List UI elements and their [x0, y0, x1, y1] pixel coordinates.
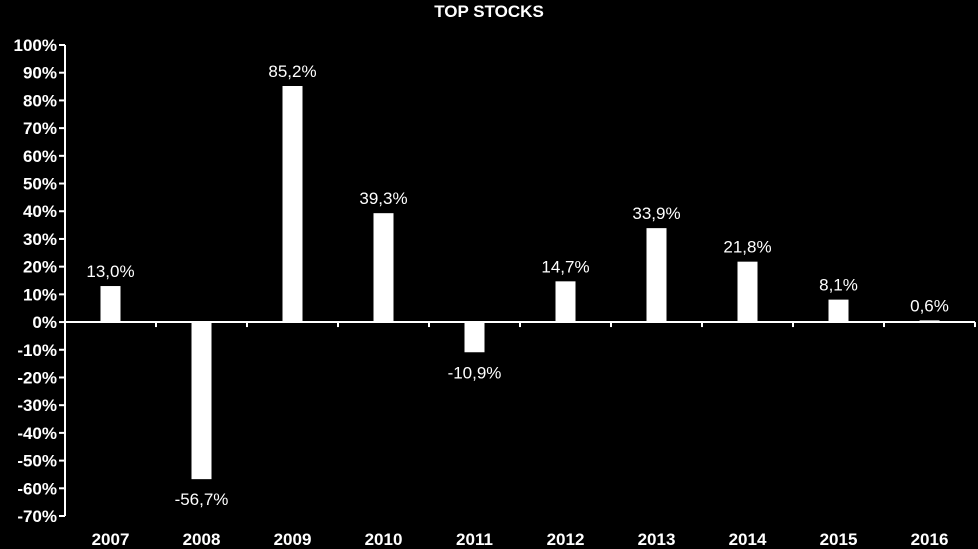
bars [100, 86, 940, 480]
data-label: -56,7% [175, 490, 229, 509]
data-label: 14,7% [541, 257, 589, 276]
y-tick-label: 20% [23, 258, 57, 277]
y-tick-label: 90% [23, 64, 57, 83]
data-label: 33,9% [632, 204, 680, 223]
data-labels: 13,0% -56,7% 85,2% 39,3% -10,9% 14,7% 33,9% 21,… [86, 62, 948, 509]
y-tick-label: 70% [23, 119, 57, 138]
x-tick-label: 2012 [547, 530, 585, 549]
y-tick-label: -70% [17, 507, 57, 526]
x-tick-label: 2016 [911, 530, 949, 549]
data-label: 13,0% [86, 262, 134, 281]
data-label: 0,6% [910, 296, 949, 315]
x-tick-label: 2009 [274, 530, 312, 549]
chart-title: TOP STOCKS [434, 2, 544, 21]
bar-2015 [828, 299, 849, 323]
data-label: 85,2% [268, 62, 316, 81]
y-axis: 100% 90% 80% 70% 60% 50% 40% 30% 20% 10% 0% -10% -20… [14, 36, 65, 526]
y-tick-label: -10% [17, 341, 57, 360]
bar-2009 [282, 86, 303, 323]
y-tick-label: 10% [23, 285, 57, 304]
y-tick-label: 100% [14, 36, 57, 55]
x-tick-label: 2010 [365, 530, 403, 549]
bar-2011 [464, 322, 485, 353]
y-tick-label: 80% [23, 91, 57, 110]
x-tick-label: 2015 [820, 530, 858, 549]
y-tick-label: -40% [17, 424, 57, 443]
bar-2014 [737, 261, 758, 323]
x-tick-label: 2008 [183, 530, 221, 549]
y-tick-label: -20% [17, 368, 57, 387]
y-tick-label: 60% [23, 147, 57, 166]
axes [64, 45, 976, 516]
bar-2007 [100, 286, 121, 323]
data-label: 39,3% [359, 189, 407, 208]
bar-2010 [373, 213, 394, 323]
y-tick-label: -50% [17, 452, 57, 471]
x-tick-label: 2013 [638, 530, 676, 549]
data-label: 8,1% [819, 276, 858, 295]
bar-2008 [191, 322, 212, 480]
data-label: 21,8% [723, 238, 771, 257]
bar-2012 [555, 281, 576, 323]
x-tick-label: 2007 [92, 530, 130, 549]
x-tick-label: 2014 [729, 530, 767, 549]
y-tick-label: -30% [17, 396, 57, 415]
y-tick-label: 50% [23, 175, 57, 194]
data-label: -10,9% [448, 363, 502, 382]
y-tick-label: 40% [23, 202, 57, 221]
y-tick-label: 0% [32, 313, 57, 332]
x-tick-label: 2011 [456, 530, 493, 549]
bar-2013 [646, 228, 667, 323]
y-tick-label: 30% [23, 230, 57, 249]
x-axis: 2007 2008 2009 2010 2011 2012 2013 2014 2015 2016 [92, 530, 949, 549]
y-tick-label: -60% [17, 479, 57, 498]
